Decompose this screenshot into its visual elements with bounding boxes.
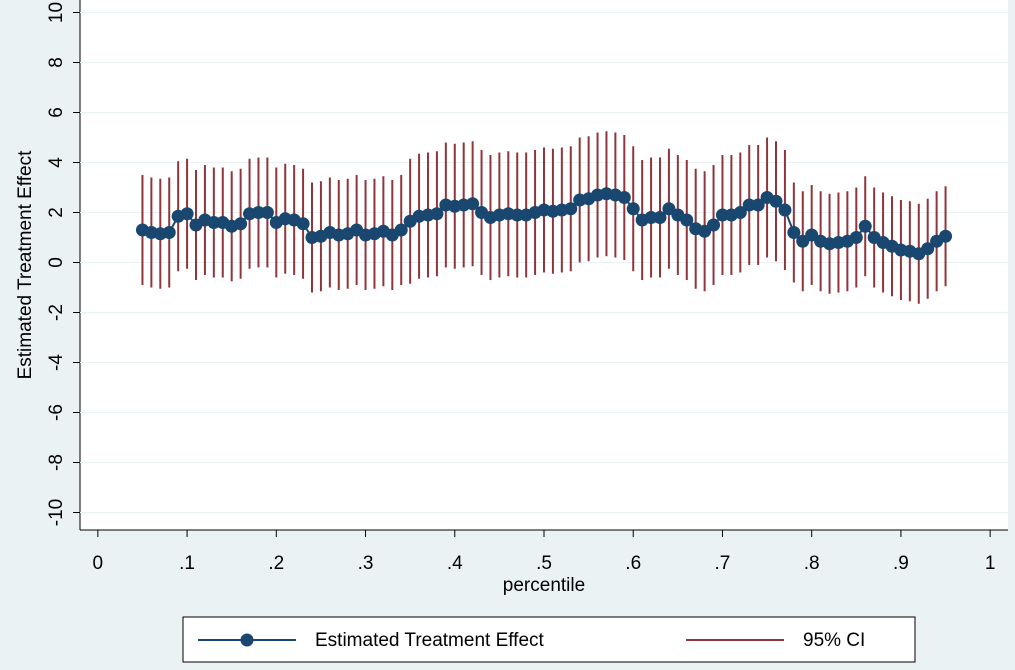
- estimate-point: [769, 194, 783, 208]
- estimate-point: [653, 211, 667, 224]
- x-tick-label: .4: [447, 553, 463, 574]
- estimate-point: [296, 217, 310, 231]
- x-tick-label: .6: [625, 553, 641, 574]
- x-tick-label: .3: [358, 553, 374, 574]
- estimate-point: [180, 207, 194, 221]
- estimate-point: [617, 191, 631, 204]
- y-axis-label: Estimated Treatment Effect: [15, 150, 36, 380]
- estimate-point: [778, 203, 792, 217]
- estimate-point: [921, 242, 935, 256]
- legend: [182, 616, 916, 663]
- x-axis-label: percentile: [503, 575, 585, 596]
- y-tick-label: 8: [46, 57, 67, 68]
- estimate-point: [466, 197, 480, 211]
- legend-marker: [240, 633, 254, 647]
- y-tick-label: -4: [46, 354, 67, 371]
- estimate-point: [510, 208, 524, 222]
- x-tick-label: 0: [93, 553, 104, 574]
- estimate-point: [564, 202, 578, 216]
- estimate-point: [234, 217, 248, 231]
- estimate-point: [251, 206, 265, 219]
- estimate-point: [733, 206, 747, 219]
- y-tick-label: -8: [46, 454, 67, 471]
- estimate-point: [394, 223, 408, 237]
- estimate-point: [742, 198, 756, 212]
- x-tick-label: .7: [715, 553, 731, 574]
- y-tick-label: 10: [46, 2, 67, 23]
- estimate-point: [715, 208, 729, 222]
- legend-label: Estimated Treatment Effect: [315, 630, 545, 651]
- x-tick-label: .8: [804, 553, 820, 574]
- y-tick-label: -10: [46, 499, 67, 526]
- x-tick-label: .9: [893, 553, 909, 574]
- estimate-point: [751, 198, 765, 212]
- y-tick-label: 6: [46, 107, 67, 118]
- x-tick-label: .2: [268, 553, 284, 574]
- y-tick-label: 2: [46, 207, 67, 218]
- estimate-point: [162, 226, 176, 239]
- x-tick-label: .5: [536, 553, 552, 574]
- estimate-point: [260, 206, 274, 219]
- estimate-point: [707, 218, 721, 232]
- estimate-point: [849, 231, 863, 244]
- estimate-point: [626, 202, 640, 216]
- y-tick-label: -2: [46, 304, 67, 321]
- estimate-point: [644, 211, 658, 224]
- x-tick-label: 1: [985, 553, 996, 574]
- y-tick-label: 4: [46, 157, 67, 168]
- y-tick-label: -6: [46, 404, 67, 421]
- estimate-point: [939, 229, 953, 243]
- estimate-point: [680, 213, 694, 227]
- y-tick-label: 0: [46, 257, 67, 268]
- estimate-point: [858, 219, 872, 233]
- x-tick-label: .1: [179, 553, 195, 574]
- legend-label: 95% CI: [803, 630, 865, 651]
- estimate-point: [787, 226, 801, 239]
- estimate-point: [207, 216, 221, 229]
- estimate-point: [430, 207, 444, 221]
